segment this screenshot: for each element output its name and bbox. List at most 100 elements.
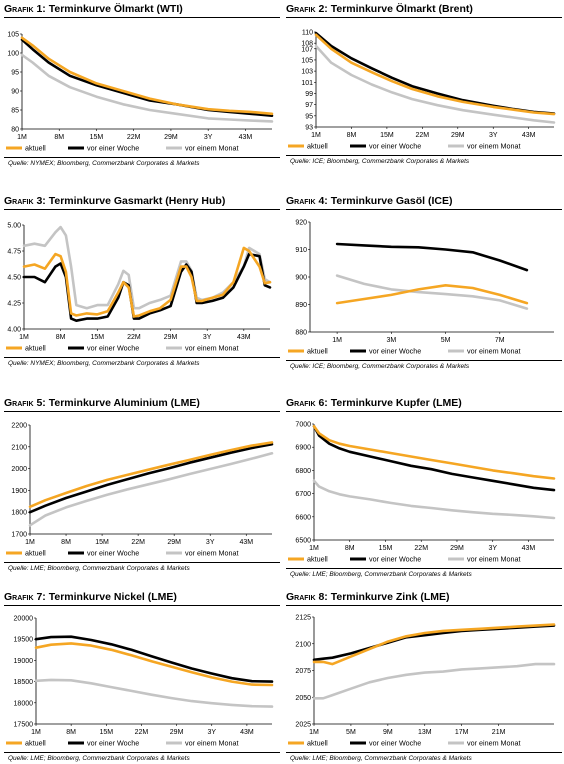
- y-tick-label: 2100: [11, 444, 27, 451]
- legend-label: vor einem Monat: [185, 144, 239, 153]
- chart-title: Grafik 6: Terminkurve Kupfer (LME): [286, 397, 562, 410]
- series-line-vor-einem-monat: [312, 479, 556, 520]
- y-tick-label: 900: [295, 275, 307, 282]
- x-tick-label: 13M: [418, 729, 432, 736]
- source-note: Quelle: LME; Bloomberg, Commerzbank Corp…: [8, 755, 190, 762]
- chart-title: Grafik 2: Terminkurve Ölmarkt (Brent): [286, 3, 562, 16]
- chart-svg: 4.00 4.25 4.50 4.75 5.00 1M 8M 15M 22M 29M 3Y 43M ak…: [6, 223, 272, 353]
- legend-label: vor einer Woche: [369, 142, 421, 151]
- source-note: Quelle: LME; Bloomberg, Commerzbank Corp…: [8, 565, 190, 572]
- x-tick-label: 22M: [135, 729, 149, 736]
- y-tick-label: 19000: [14, 658, 34, 665]
- x-tick-label: 43M: [522, 132, 536, 139]
- series-line-vor-einem-monat: [314, 44, 556, 124]
- legend-label: aktuell: [25, 344, 46, 353]
- y-tick-label: 1900: [11, 488, 27, 495]
- x-tick-label: 1M: [309, 545, 319, 552]
- legend-label: vor einer Woche: [87, 144, 139, 153]
- x-tick-label: 15M: [95, 539, 109, 546]
- series-line-vor-einer-woche: [312, 425, 556, 492]
- legend-label: vor einer Woche: [87, 549, 139, 558]
- x-tick-label: 1M: [19, 334, 29, 341]
- x-tick-label: 3M: [386, 337, 396, 344]
- x-tick-label: 15M: [90, 334, 104, 341]
- chart-title-name: Terminkurve Zink (LME): [327, 591, 450, 603]
- title-rule: [4, 411, 280, 412]
- y-tick-label: 2075: [295, 668, 311, 675]
- chart-title-prefix: Grafik 7:: [4, 591, 46, 603]
- series-line-aktuell: [312, 623, 556, 666]
- legend-label: vor einem Monat: [467, 347, 521, 356]
- x-tick-label: 8M: [61, 539, 71, 546]
- x-tick-label: 1M: [31, 729, 41, 736]
- x-tick-label: 1M: [332, 337, 342, 344]
- legend-label: vor einem Monat: [185, 549, 239, 558]
- chart-svg: 17500 18000 18500 19000 19500 20000 1M 8M 15M 22M…: [6, 616, 274, 748]
- chart-bottom-rule: [286, 155, 562, 156]
- y-tick-label: 4.75: [7, 249, 21, 256]
- chart-title-name: Terminkurve Gasmarkt (Henry Hub): [45, 195, 226, 207]
- y-tick-label: 6600: [295, 514, 311, 521]
- y-tick-label: 101: [301, 80, 313, 87]
- legend-label: vor einem Monat: [185, 344, 239, 353]
- x-tick-label: 15M: [380, 132, 394, 139]
- title-rule: [286, 209, 562, 210]
- legend-label: vor einem Monat: [467, 739, 521, 748]
- y-tick-label: 20000: [14, 616, 34, 623]
- title-rule: [286, 411, 562, 412]
- chart-svg: 80 85 90 95 100 105 1M 8M 15M 22M 29M 3Y 43M aktuell v…: [6, 32, 274, 153]
- y-tick-label: 4.00: [7, 327, 21, 334]
- series-line-aktuell: [34, 642, 274, 687]
- y-tick-label: 105: [301, 57, 313, 64]
- x-tick-label: 43M: [237, 334, 251, 341]
- legend-label: vor einer Woche: [369, 739, 421, 748]
- x-tick-label: 5M: [441, 337, 451, 344]
- legend-label: aktuell: [307, 347, 328, 356]
- series-line-aktuell: [20, 36, 274, 116]
- y-tick-label: 910: [295, 247, 307, 254]
- title-rule: [4, 209, 280, 210]
- y-tick-label: 1800: [11, 510, 27, 517]
- series-line-vor-einem-monat: [20, 53, 274, 123]
- x-tick-label: 1M: [311, 132, 321, 139]
- x-tick-label: 22M: [127, 334, 141, 341]
- legend-label: aktuell: [25, 739, 46, 748]
- y-tick-label: 18000: [14, 700, 34, 707]
- chart-title: Grafik 3: Terminkurve Gasmarkt (Henry Hu…: [4, 195, 280, 208]
- chart-title-name: Terminkurve Ölmarkt (Brent): [327, 3, 473, 15]
- x-tick-label: 29M: [170, 729, 184, 736]
- series-line-vor-einer-woche: [28, 442, 274, 514]
- y-tick-label: 110: [302, 30, 313, 37]
- x-tick-label: 7M: [495, 337, 505, 344]
- x-tick-label: 3Y: [206, 539, 215, 546]
- x-tick-label: 29M: [164, 334, 178, 341]
- chart-title-name: Terminkurve Kupfer (LME): [327, 397, 462, 409]
- y-tick-label: 100: [7, 51, 19, 58]
- y-tick-label: 93: [305, 125, 313, 132]
- legend-label: vor einem Monat: [467, 555, 521, 562]
- x-tick-label: 15M: [90, 134, 104, 141]
- chart-title-prefix: Grafik 3:: [4, 195, 46, 207]
- x-tick-label: 22M: [127, 134, 141, 141]
- series-line-aktuell: [22, 246, 272, 318]
- x-tick-label: 29M: [164, 134, 178, 141]
- x-tick-label: 5M: [346, 729, 356, 736]
- y-tick-label: 95: [305, 113, 313, 120]
- y-tick-label: 4.50: [7, 275, 21, 282]
- chart-title-prefix: Grafik 4:: [286, 195, 328, 207]
- chart-svg: 880 890 900 910 920 1M 3M 5M 7M aktuell vor einer …: [288, 220, 554, 356]
- y-tick-label: 19500: [14, 637, 34, 644]
- x-tick-label: 29M: [451, 132, 465, 139]
- x-tick-label: 43M: [522, 545, 536, 552]
- series-line-aktuell: [335, 284, 529, 305]
- y-tick-label: 85: [11, 108, 19, 115]
- chart-title-prefix: Grafik 2:: [286, 3, 328, 15]
- x-tick-label: 3Y: [204, 134, 213, 141]
- y-tick-label: 95: [11, 70, 19, 77]
- source-note: Quelle: NYMEX; Bloomberg, Commerzbank Co…: [8, 160, 200, 167]
- x-tick-label: 8M: [345, 545, 355, 552]
- chart-title-name: Terminkurve Nickel (LME): [45, 591, 177, 603]
- x-tick-label: 29M: [450, 545, 464, 552]
- y-tick-label: 108: [301, 41, 313, 48]
